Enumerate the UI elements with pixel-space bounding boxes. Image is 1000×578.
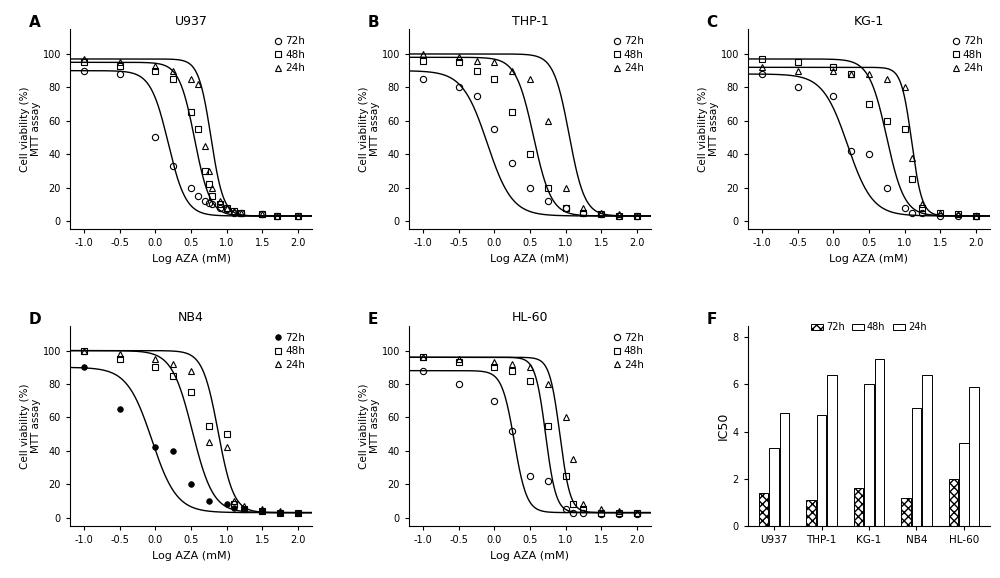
Bar [817,415,826,526]
Text: D: D [29,312,41,327]
Title: U937: U937 [175,14,207,28]
Text: F: F [707,312,717,327]
Text: C: C [707,15,718,30]
Legend: 72h, 48h, 24h: 72h, 48h, 24h [273,331,307,372]
Bar [875,358,884,526]
Y-axis label: Cell viability (%)
MTT assay: Cell viability (%) MTT assay [698,86,719,172]
Bar [769,448,779,526]
Title: HL-60: HL-60 [512,312,548,324]
X-axis label: Log AZA (mM): Log AZA (mM) [490,254,570,264]
Bar [854,488,863,526]
Bar [780,413,789,526]
Text: B: B [368,15,379,30]
Text: E: E [368,312,378,327]
Title: THP-1: THP-1 [512,14,548,28]
Bar [959,443,969,526]
Legend: 72h, 48h, 24h: 72h, 48h, 24h [809,320,928,334]
X-axis label: Log AZA (mM): Log AZA (mM) [490,551,570,561]
Y-axis label: IC50: IC50 [717,412,730,440]
Bar [922,375,932,526]
Bar [912,408,921,526]
Y-axis label: Cell viability (%)
MTT assay: Cell viability (%) MTT assay [20,86,41,172]
Y-axis label: Cell viability (%)
MTT assay: Cell viability (%) MTT assay [359,86,380,172]
X-axis label: Log AZA (mM): Log AZA (mM) [152,254,231,264]
Bar [901,498,911,526]
Title: NB4: NB4 [178,312,204,324]
Bar [806,500,816,526]
Legend: 72h, 48h, 24h: 72h, 48h, 24h [273,34,307,76]
Legend: 72h, 48h, 24h: 72h, 48h, 24h [951,34,985,76]
Bar [864,384,874,526]
Bar [949,479,958,526]
Y-axis label: Cell viability (%)
MTT assay: Cell viability (%) MTT assay [20,383,41,469]
Text: A: A [29,15,41,30]
Legend: 72h, 48h, 24h: 72h, 48h, 24h [612,331,646,372]
Bar [827,375,837,526]
Y-axis label: Cell viability (%)
MTT assay: Cell viability (%) MTT assay [359,383,380,469]
Legend: 72h, 48h, 24h: 72h, 48h, 24h [612,34,646,76]
X-axis label: Log AZA (mM): Log AZA (mM) [829,254,908,264]
Bar [969,387,979,526]
X-axis label: Log AZA (mM): Log AZA (mM) [152,551,231,561]
Title: KG-1: KG-1 [854,14,884,28]
Bar [759,493,768,526]
